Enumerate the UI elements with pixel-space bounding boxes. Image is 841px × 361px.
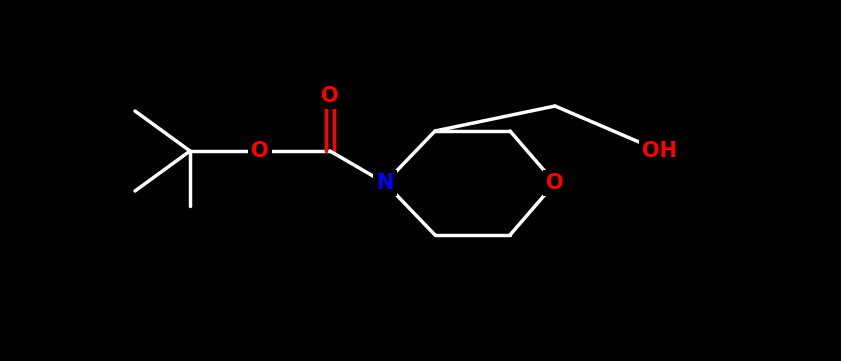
Text: OH: OH	[643, 141, 678, 161]
Text: O: O	[251, 141, 269, 161]
Text: N: N	[376, 173, 394, 193]
Text: O: O	[321, 86, 339, 106]
Text: O: O	[546, 173, 563, 193]
